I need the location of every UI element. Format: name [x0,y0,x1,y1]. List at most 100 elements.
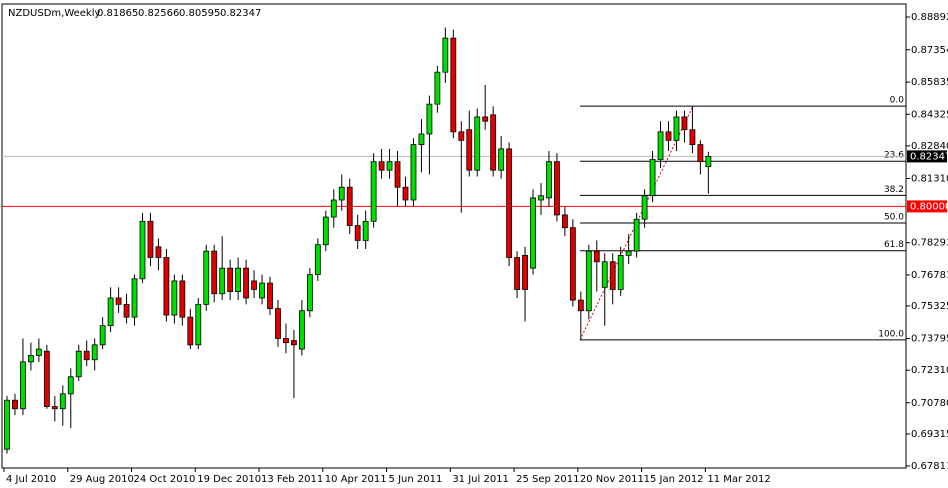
candle-body [641,195,648,220]
candle-body [51,406,58,410]
candle-body [354,225,361,241]
candle-body [482,116,489,122]
candle-body [267,282,273,310]
candle-body [322,216,329,246]
candle-body [179,280,186,318]
candle-body [59,393,66,410]
candle-body [163,257,170,316]
candle-body [370,161,377,222]
x-tick-label: 15 Jan 2012 [644,474,704,485]
open-value: 0.81865 [97,8,138,19]
candle-body [298,310,305,350]
candle-body [203,250,210,305]
candle-body [442,37,449,73]
candle-body [617,254,624,290]
candle-body [123,303,130,318]
candle-body [538,195,544,201]
candle-body [67,376,74,395]
x-tick-label: 29 Aug 2010 [70,474,134,485]
candle-body [514,257,520,290]
fib-label: 23.6 [884,151,904,161]
x-tick-label: 19 Dec 2010 [197,474,261,485]
candle-body [402,186,409,201]
candle-body [131,278,138,318]
x-tick-label: 20 Nov 2011 [580,474,644,485]
y-tick-label: 0.69315 [911,429,948,440]
candle-body [91,344,98,361]
candle-body [35,348,42,356]
candle-body [386,161,393,171]
candle-body [681,116,688,131]
candle-body [195,303,202,346]
y-tick-label: 0.78293 [911,238,948,249]
candle-body [83,350,90,361]
candle-body [705,156,712,168]
candle-body [259,282,265,299]
candle-body [211,250,218,295]
candle-body [235,267,242,292]
candle-body [697,144,704,163]
candle-body [219,267,226,295]
y-tick-label: 0.67811 [911,461,948,472]
low-value: 0.80595 [179,8,220,19]
candle-body [625,250,632,256]
candle-body [330,199,337,218]
candle-body [569,227,576,301]
x-tick-label: 24 Oct 2010 [134,474,196,485]
candle-body [466,129,473,171]
candle-body [99,325,106,346]
candle-body [28,355,34,363]
candle-body [227,267,234,292]
close-value: 0.82347 [220,8,261,19]
x-tick-label: 11 Mar 2012 [707,474,770,485]
candle-body [291,340,297,346]
candle-body [338,186,345,201]
x-tick-label: 5 Jun 2011 [389,474,443,485]
candle-body [609,261,616,290]
candle-body [689,129,696,146]
candle-body [410,144,417,201]
x-tick-label: 13 Feb 2011 [261,474,323,485]
candle-body [601,261,608,288]
candle-body [657,131,664,160]
x-tick-label: 25 Sep 2011 [516,474,579,485]
candle-body [554,161,560,216]
candle-body [450,37,457,133]
chart-title: NZDUSDm,Weekly [8,8,100,19]
y-tick-label: 0.76781 [911,270,948,281]
candle-body [490,114,497,171]
fib-label: 38.2 [884,185,904,195]
y-tick-label: 0.73795 [911,334,948,345]
candle-body [43,350,50,407]
candle-body [633,218,640,252]
candle-body [562,214,568,229]
candle-body [187,316,194,346]
candle-body [139,220,146,280]
candle-body [4,399,10,450]
candle-body [251,280,257,290]
y-tick-label: 0.88892 [911,12,948,23]
candle-body [155,246,162,258]
x-tick-label: 31 Jul 2011 [452,474,509,485]
candle-body [346,186,353,226]
current-price-box [907,150,947,163]
candle-body [593,250,600,263]
candle-body [147,220,154,258]
candle-body [577,299,584,312]
candle-body [434,71,441,105]
candle-body [530,197,536,269]
price-box-label: 0.80000 [910,201,948,212]
high-value: 0.82566 [138,8,179,19]
candle-body [426,103,433,135]
y-tick-label: 0.75325 [911,301,948,312]
fib-label: 61.8 [884,240,904,250]
candle-body [275,308,281,339]
fib-label: 50.0 [884,213,904,223]
candle-body [171,280,178,316]
price-box [907,200,947,213]
candle-body [394,161,401,188]
candle-body [418,133,425,146]
